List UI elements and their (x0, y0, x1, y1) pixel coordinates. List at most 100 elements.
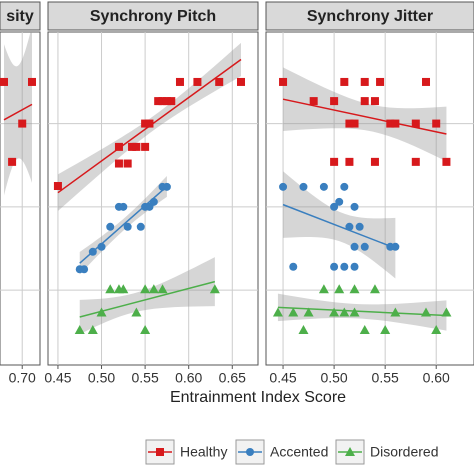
point (80, 265, 89, 274)
legend-label: Healthy (180, 444, 227, 460)
panel-content (0, 32, 40, 365)
trend-line (277, 306, 447, 317)
point (345, 447, 355, 456)
point (442, 157, 451, 166)
point (340, 182, 349, 191)
point (330, 97, 339, 106)
x-tick-label: 0.65 (219, 370, 246, 386)
point (114, 159, 123, 168)
point (345, 157, 354, 166)
point (380, 325, 391, 335)
point (123, 222, 132, 231)
point (279, 77, 288, 86)
point (411, 157, 420, 166)
point (123, 159, 132, 168)
panel (0, 31, 41, 366)
point (335, 197, 344, 206)
point (330, 157, 339, 166)
point (349, 284, 360, 294)
point (141, 142, 150, 151)
point (87, 325, 98, 335)
point (391, 242, 400, 251)
point (350, 262, 359, 271)
point (209, 284, 220, 294)
point (105, 284, 116, 294)
point (329, 307, 340, 317)
point (330, 202, 339, 211)
point (53, 182, 62, 191)
confidence-band (283, 67, 447, 162)
point (432, 119, 441, 128)
point (74, 325, 85, 335)
point (131, 307, 142, 317)
x-tick-label: 0.55 (372, 370, 399, 386)
point (319, 182, 328, 191)
point (148, 284, 159, 294)
point (97, 242, 106, 251)
point (421, 307, 432, 317)
point (141, 119, 150, 128)
point (376, 77, 385, 86)
point (345, 119, 354, 128)
x-tick-label: 0.45 (44, 370, 71, 386)
point (175, 77, 184, 86)
point (355, 222, 364, 231)
point (441, 307, 452, 317)
panel-title: Synchrony Jitter (307, 8, 433, 25)
point (193, 77, 202, 86)
point (246, 448, 254, 456)
point (345, 222, 354, 231)
point (360, 242, 369, 251)
point (28, 77, 36, 86)
trend-line (282, 203, 396, 249)
x-tick-label: 0.45 (269, 370, 296, 386)
point (96, 307, 107, 317)
panel-content (48, 32, 258, 365)
point (0, 77, 8, 86)
confidence-band (283, 171, 396, 279)
trend-line (3, 103, 33, 121)
point (360, 77, 369, 86)
confidence-band (4, 32, 32, 196)
point (158, 97, 167, 106)
point (149, 197, 158, 206)
point (360, 97, 369, 106)
point (167, 97, 176, 106)
point (18, 119, 27, 128)
point (330, 262, 339, 271)
x-tick-label: 0.50 (88, 370, 115, 386)
point (350, 119, 359, 128)
point (114, 142, 123, 151)
strip (265, 1, 474, 31)
panel-content (266, 32, 474, 365)
point (156, 448, 164, 456)
panel-title: sity (6, 8, 34, 25)
point (390, 307, 401, 317)
point (299, 182, 308, 191)
legend-label: Disordered (370, 444, 438, 460)
x-tick-label: 0.50 (320, 370, 347, 386)
x-tick-label: 0.60 (175, 370, 202, 386)
point (288, 307, 299, 317)
point (422, 77, 431, 86)
point (386, 119, 395, 128)
point (106, 222, 115, 231)
point (215, 77, 224, 86)
point (140, 284, 151, 294)
point (359, 325, 370, 335)
point (272, 307, 283, 317)
point (349, 307, 360, 317)
point (303, 307, 314, 317)
point (334, 284, 345, 294)
legend-label: Accented (270, 444, 328, 460)
point (132, 142, 141, 151)
strip (47, 1, 259, 31)
point (391, 119, 400, 128)
point (289, 262, 298, 271)
point (318, 284, 329, 294)
point (350, 242, 359, 251)
point (119, 202, 128, 211)
x-axis-label: Entrainment Index Score (170, 389, 346, 406)
point (88, 247, 97, 256)
